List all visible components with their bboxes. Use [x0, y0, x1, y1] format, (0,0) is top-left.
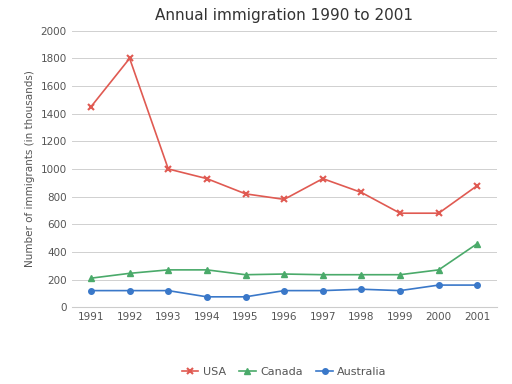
- Australia: [281, 288, 287, 293]
- USA: [436, 211, 442, 215]
- USA: [204, 176, 210, 181]
- USA: [319, 176, 326, 181]
- Canada: [165, 268, 172, 272]
- Canada: [397, 272, 403, 277]
- Title: Annual immigration 1990 to 2001: Annual immigration 1990 to 2001: [155, 8, 413, 23]
- Canada: [474, 241, 480, 246]
- Canada: [436, 268, 442, 272]
- USA: [243, 192, 249, 196]
- Legend: USA, Canada, Australia: USA, Canada, Australia: [177, 362, 391, 381]
- Canada: [126, 271, 133, 276]
- USA: [165, 167, 172, 171]
- Line: Canada: Canada: [88, 240, 481, 281]
- Australia: [397, 288, 403, 293]
- Canada: [358, 272, 365, 277]
- USA: [281, 197, 287, 202]
- Line: Australia: Australia: [88, 282, 480, 300]
- Australia: [474, 283, 480, 287]
- Canada: [88, 276, 94, 280]
- Canada: [204, 268, 210, 272]
- Canada: [319, 272, 326, 277]
- Canada: [243, 272, 249, 277]
- USA: [397, 211, 403, 215]
- Canada: [281, 272, 287, 276]
- USA: [474, 183, 480, 188]
- USA: [126, 56, 133, 61]
- Line: USA: USA: [88, 55, 481, 217]
- Y-axis label: Number of immigrants (in thousands): Number of immigrants (in thousands): [25, 71, 35, 267]
- USA: [358, 190, 365, 195]
- Australia: [319, 288, 326, 293]
- Australia: [88, 288, 94, 293]
- Australia: [204, 295, 210, 299]
- Australia: [436, 283, 442, 287]
- Australia: [165, 288, 172, 293]
- USA: [88, 104, 94, 109]
- Australia: [358, 287, 365, 291]
- Australia: [126, 288, 133, 293]
- Australia: [243, 295, 249, 299]
